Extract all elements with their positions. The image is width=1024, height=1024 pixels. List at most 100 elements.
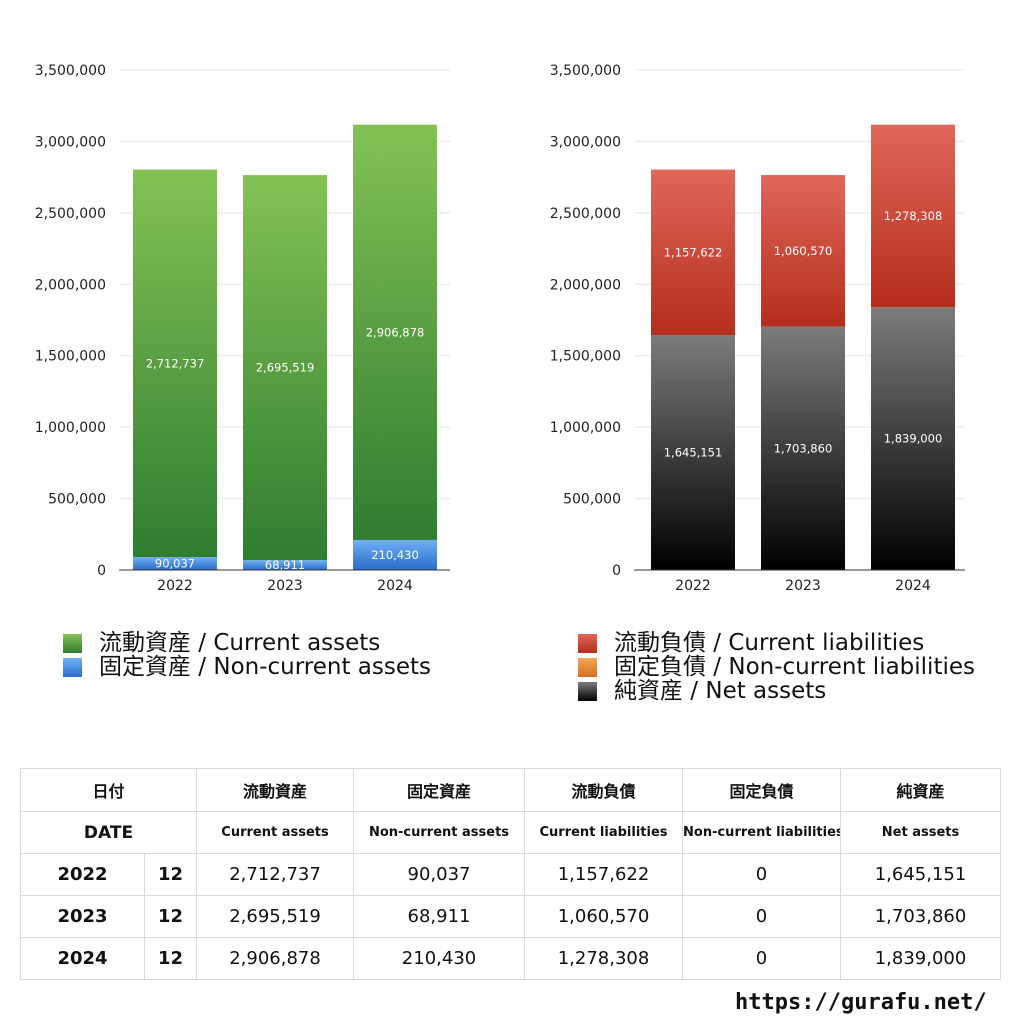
table-row: 2022 12 2,712,737 90,037 1,157,622 0 1,6… [20, 853, 1002, 896]
data-label-net-assets-2024: 1,839,000 [884, 432, 943, 446]
cell-noncurrent-liabilities: 0 [682, 937, 842, 980]
y-tick-label: 2,500,000 [35, 206, 106, 222]
y-tick-label: 3,500,000 [550, 63, 621, 79]
x-tick-label: 2023 [267, 578, 303, 594]
data-label-current-assets-2022: 2,712,737 [146, 356, 205, 370]
bar-non-current-assets-2024 [353, 539, 437, 570]
header-net-assets-en: Net assets [840, 811, 1002, 854]
legend-item-noncurrent-liabilities: 固定負債 / Non-current liabilities [578, 655, 975, 679]
x-tick-label: 2024 [895, 578, 931, 594]
x-tick-label: 2024 [377, 578, 413, 594]
header-noncurrent-liabilities-en: Non-current liabilities [682, 811, 842, 854]
bar-current-liabilities-2023 [761, 175, 845, 327]
table-header-en-row: DATE Current assets Non-current assets C… [19, 811, 1002, 854]
bar-non-current-assets-2023 [243, 560, 327, 570]
data-label-non-current-assets-2024: 210,430 [371, 548, 419, 562]
legend-swatch-current-assets [63, 633, 82, 653]
header-net-assets-jp: 純資産 [840, 768, 1002, 812]
legend-item-current-assets: 流動資産 / Current assets [63, 631, 431, 655]
y-tick-label: 1,000,000 [35, 420, 106, 436]
assets-legend: 流動資産 / Current assets 固定資産 / Non-current… [63, 631, 431, 679]
cell-current-assets: 2,906,878 [196, 937, 355, 980]
y-tick-label: 2,000,000 [550, 277, 621, 293]
legend-label-current-liabilities: 流動負債 / Current liabilities [614, 630, 925, 656]
cell-year: 2022 [20, 853, 145, 896]
liabilities-net-assets-chart: 0 500,000 1,000,000 1,500,000 2,000,000 2,500… [550, 63, 965, 594]
cell-month: 12 [143, 853, 198, 896]
liabilities-legend: 流動負債 / Current liabilities 固定負債 / Non-cu… [578, 631, 975, 703]
header-current-assets-en: Current assets [196, 811, 355, 854]
legend-label-noncurrent-assets: 固定資産 / Non-current assets [99, 654, 432, 680]
table-row: 2024 12 2,906,878 210,430 1,278,308 0 1,… [20, 937, 1002, 980]
cell-net-assets: 1,839,000 [840, 937, 1002, 980]
charts-canvas: 0 500,000 1,000,000 1,500,000 2,000,000 2,500… [35, 63, 965, 594]
table-row: 2023 12 2,695,519 68,911 1,060,570 0 1,7… [20, 895, 1002, 938]
site-url-link[interactable]: https://gurafu.net/ [735, 990, 987, 1015]
header-current-liabilities-en: Current liabilities [524, 811, 684, 854]
bar-current-assets-2023 [243, 175, 327, 561]
data-label-current-assets-2024: 2,906,878 [366, 325, 425, 339]
y-tick-label: 2,500,000 [550, 206, 621, 222]
data-label-current-liabilities-2023: 1,060,570 [774, 244, 833, 258]
legend-label-current-assets: 流動資産 / Current assets [99, 630, 381, 656]
cell-current-liabilities: 1,157,622 [524, 853, 684, 896]
y-tick-label: 1,500,000 [35, 349, 106, 365]
cell-noncurrent-assets: 68,911 [353, 895, 526, 938]
header-date-jp: 日付 [19, 768, 198, 812]
header-current-assets-jp: 流動資産 [196, 768, 355, 812]
y-tick-label: 1,000,000 [550, 420, 621, 436]
legend-swatch-noncurrent-assets [63, 657, 82, 677]
header-noncurrent-assets-en: Non-current assets [353, 811, 526, 854]
cell-month: 12 [143, 895, 198, 938]
legend-swatch-net-assets [578, 681, 597, 701]
table-header-jp-row: 日付 流動資産 固定資産 流動負債 固定負債 純資産 [19, 768, 1002, 812]
legend-swatch-noncurrent-liabilities [578, 657, 597, 677]
data-label-current-assets-2023: 2,695,519 [256, 361, 315, 375]
cell-noncurrent-liabilities: 0 [682, 853, 842, 896]
cell-year: 2024 [20, 937, 145, 980]
cell-noncurrent-assets: 210,430 [353, 937, 526, 980]
x-tick-label: 2022 [675, 578, 711, 594]
bar-non-current-assets-2022 [133, 557, 217, 570]
cell-year: 2023 [20, 895, 145, 938]
data-label-current-liabilities-2024: 1,278,308 [884, 209, 943, 223]
y-tick-label: 3,000,000 [550, 134, 621, 150]
balance-sheet-table: 日付 流動資産 固定資産 流動負債 固定負債 純資産 DATE Current … [19, 768, 1002, 980]
cell-noncurrent-assets: 90,037 [353, 853, 526, 896]
legend-item-noncurrent-assets: 固定資産 / Non-current assets [63, 655, 431, 679]
data-label-net-assets-2022: 1,645,151 [664, 445, 723, 459]
header-noncurrent-liabilities-jp: 固定負債 [682, 768, 842, 812]
data-label-net-assets-2023: 1,703,860 [774, 441, 833, 455]
data-label-non-current-assets-2022: 90,037 [155, 557, 195, 571]
y-tick-label: 1,500,000 [550, 349, 621, 365]
bar-current-liabilities-2024 [871, 124, 955, 308]
legend-label-net-assets: 純資産 / Net assets [614, 678, 827, 704]
y-tick-label: 0 [97, 563, 106, 579]
y-tick-label: 500,000 [48, 492, 106, 508]
cell-noncurrent-liabilities: 0 [682, 895, 842, 938]
x-tick-label: 2023 [785, 578, 821, 594]
cell-current-liabilities: 1,060,570 [524, 895, 684, 938]
y-tick-label: 3,500,000 [35, 63, 106, 79]
bar-net-assets-2022 [651, 334, 735, 570]
data-label-non-current-assets-2023: 68,911 [265, 558, 305, 572]
assets-chart: 0 500,000 1,000,000 1,500,000 2,000,000 2,500… [35, 63, 450, 594]
legend-item-net-assets: 純資産 / Net assets [578, 679, 975, 703]
bar-current-assets-2022 [133, 169, 217, 558]
y-tick-label: 3,000,000 [35, 134, 106, 150]
cell-current-liabilities: 1,278,308 [524, 937, 684, 980]
data-label-current-liabilities-2022: 1,157,622 [664, 245, 723, 259]
bar-current-liabilities-2022 [651, 169, 735, 335]
bar-net-assets-2024 [871, 307, 955, 570]
bar-net-assets-2023 [761, 326, 845, 570]
cell-net-assets: 1,645,151 [840, 853, 1002, 896]
cell-current-assets: 2,695,519 [196, 895, 355, 938]
cell-current-assets: 2,712,737 [196, 853, 355, 896]
legend-swatch-current-liabilities [578, 633, 597, 653]
cell-month: 12 [143, 937, 198, 980]
header-noncurrent-assets-jp: 固定資産 [353, 768, 526, 812]
legend-item-current-liabilities: 流動負債 / Current liabilities [578, 631, 975, 655]
header-current-liabilities-jp: 流動負債 [524, 768, 684, 812]
y-tick-label: 500,000 [563, 492, 621, 508]
legend-label-noncurrent-liabilities: 固定負債 / Non-current liabilities [614, 654, 975, 680]
